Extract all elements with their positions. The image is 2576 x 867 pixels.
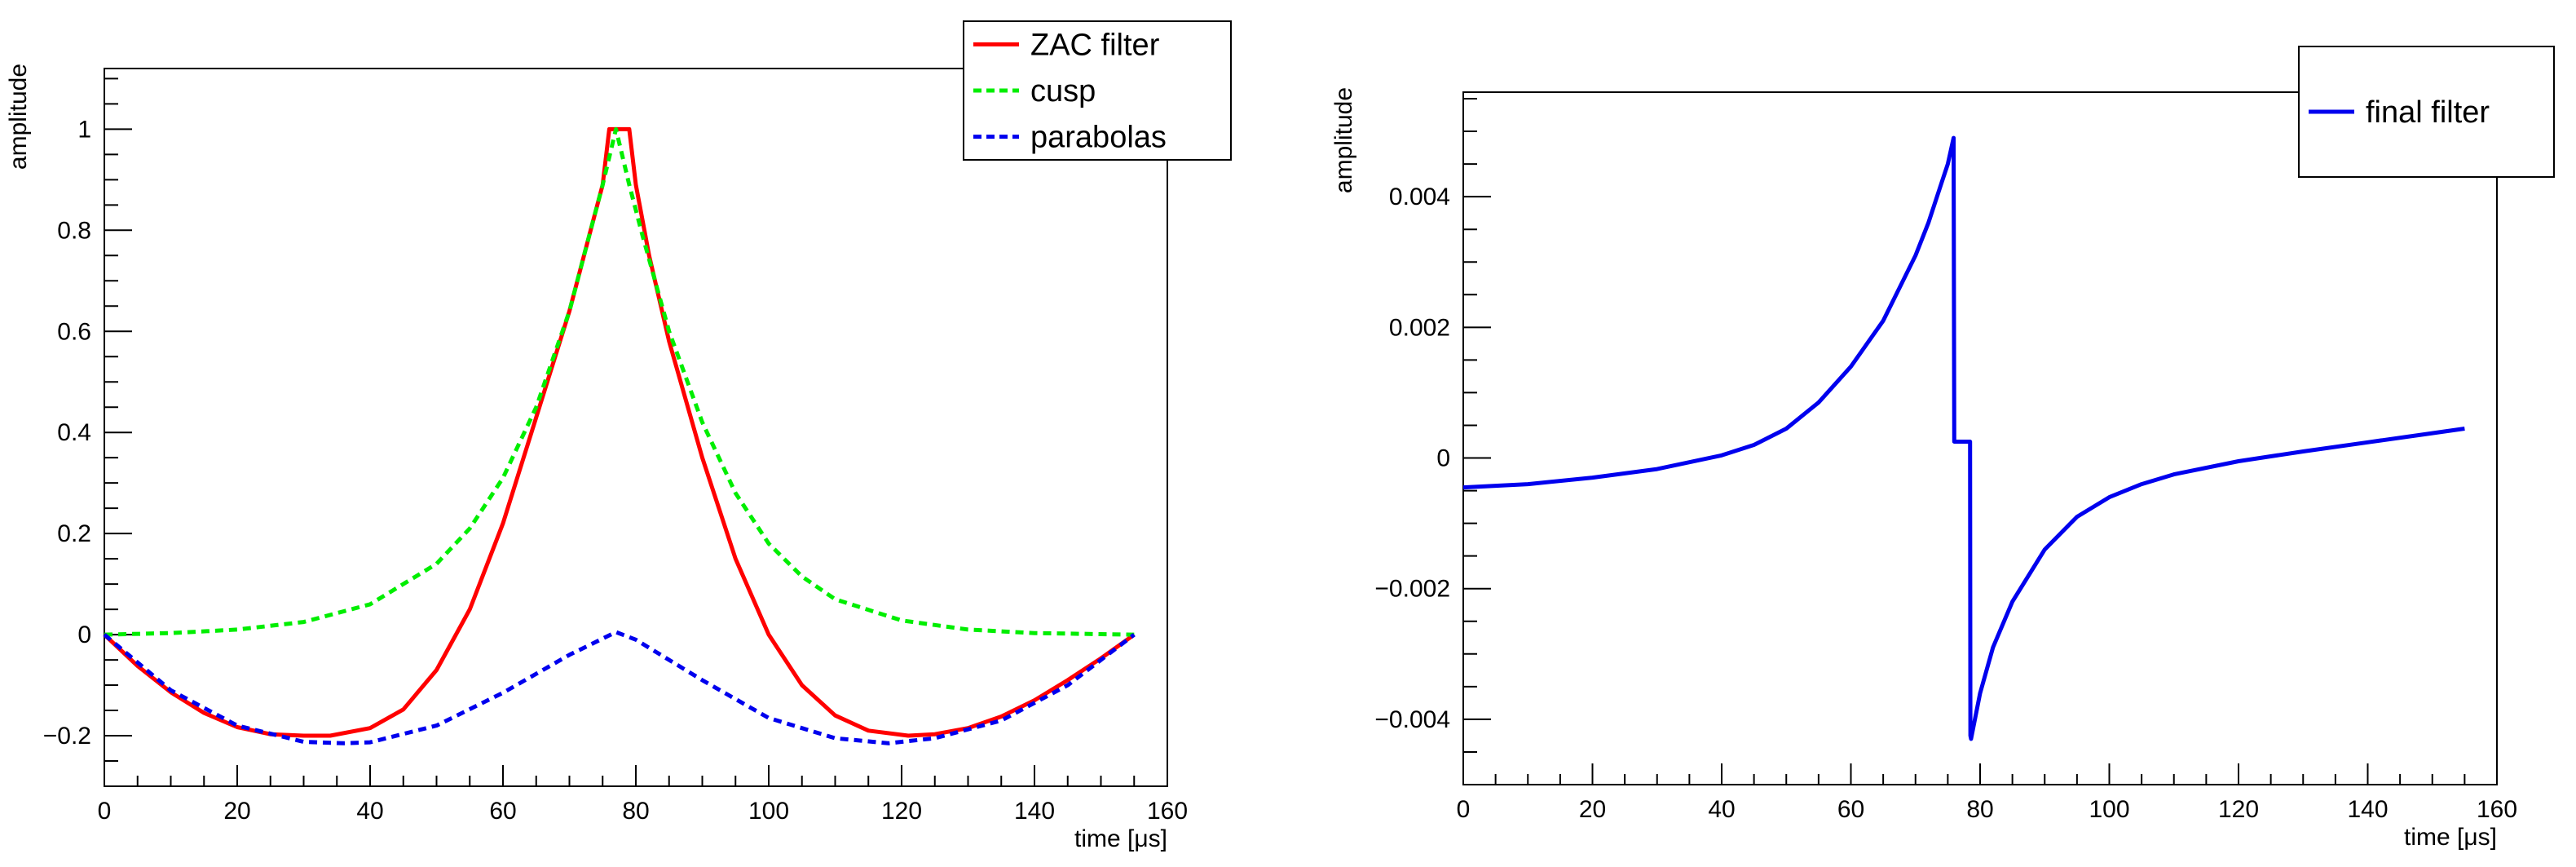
chart-final-filter: 0 20 40 60 80 100 120 140 160 −0.004 −0.002 0 0.002 0… [1330, 46, 2555, 851]
series-line-final-filter [1462, 135, 2465, 741]
x-tick-label: 120 [881, 798, 922, 825]
x-tick-label: 140 [2347, 796, 2388, 823]
y-tick-label: 1 [77, 116, 91, 143]
y-tick-label: 0.8 [57, 217, 91, 244]
y-tick-label: 0 [1436, 445, 1450, 472]
x-tick-label: 100 [748, 798, 789, 825]
legend-label-final-filter: final filter [2366, 95, 2490, 130]
y-tick-label: 0.002 [1389, 314, 1450, 341]
y-axis-title: amplitude [1330, 87, 1357, 193]
x-tick-label: 0 [98, 798, 112, 825]
x-tick-label: 0 [1457, 796, 1471, 823]
y-tick-label: −0.004 [1374, 706, 1450, 733]
x-tick-label: 40 [1708, 796, 1735, 823]
x-tick-label: 40 [356, 798, 383, 825]
y-tick-label: 0 [77, 621, 91, 648]
x-tick-label: 20 [1579, 796, 1606, 823]
legend-label-parabolas: parabolas [1030, 121, 1167, 155]
x-axis-title: time [μs] [2404, 824, 2497, 851]
x-tick-label: 80 [1966, 796, 1993, 823]
x-tick-label: 140 [1014, 798, 1055, 825]
x-tick-label: 20 [223, 798, 250, 825]
y-tick-label: 0.4 [57, 419, 91, 446]
y-tick-label: −0.002 [1374, 576, 1450, 603]
y-tick-label: 0.004 [1389, 184, 1450, 210]
chart-zac-filter: 0 20 40 60 80 100 120 140 160 −0.2 0 0.2 0.4 0.6 0.8 1 t… [5, 20, 1232, 852]
legend-label-cusp: cusp [1030, 74, 1096, 108]
y-tick-label: 0.6 [57, 318, 91, 345]
x-tick-label: 100 [2089, 796, 2129, 823]
x-tick-label: 60 [1837, 796, 1864, 823]
legend-label-zac-filter: ZAC filter [1030, 28, 1160, 62]
x-tick-label: 160 [2477, 796, 2517, 823]
series-line-cusp [104, 126, 1135, 637]
y-axis-title: amplitude [5, 64, 32, 170]
x-axis-title: time [μs] [1074, 825, 1167, 852]
y-tick-label: 0.2 [57, 520, 91, 547]
y-tick-label: −0.2 [43, 723, 91, 750]
x-tick-label: 80 [622, 798, 649, 825]
x-tick-label: 120 [2218, 796, 2259, 823]
x-tick-label: 160 [1147, 798, 1188, 825]
x-tick-label: 60 [489, 798, 516, 825]
